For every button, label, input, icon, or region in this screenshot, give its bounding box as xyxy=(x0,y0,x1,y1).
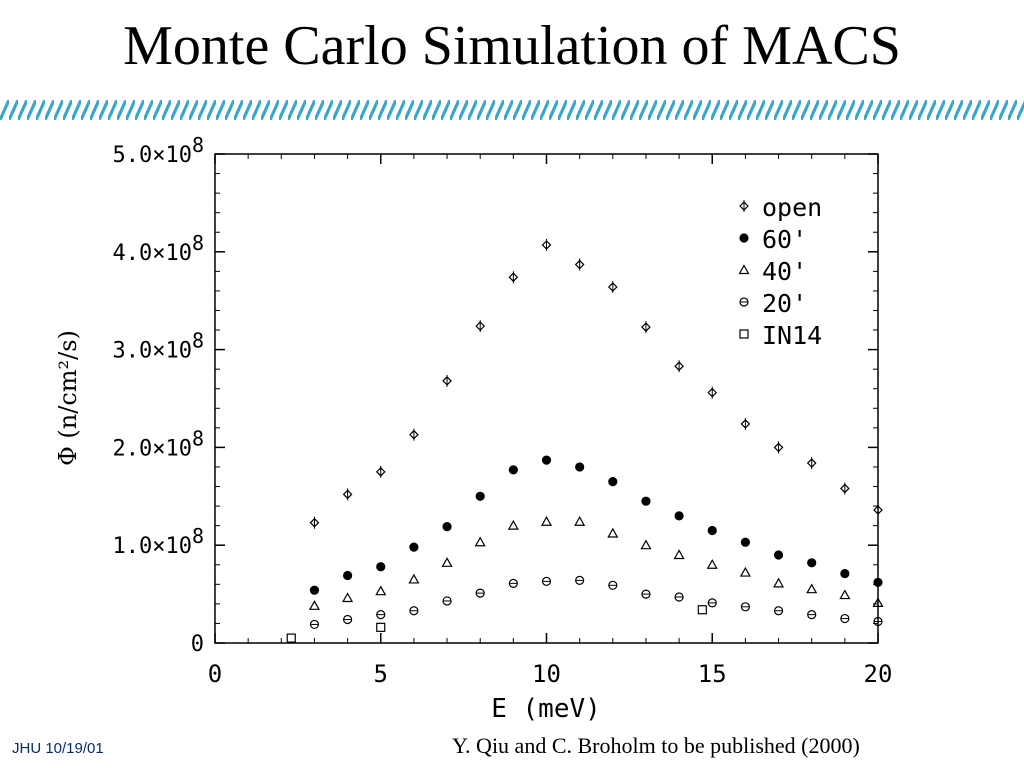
data-point xyxy=(807,558,817,568)
data-point xyxy=(342,592,354,603)
legend-marker xyxy=(739,233,749,243)
data-point xyxy=(575,462,585,472)
data-point xyxy=(872,597,884,608)
data-point xyxy=(507,519,519,530)
y-axis-label: Φ (n/cm²/s) xyxy=(54,330,82,466)
x-tick-label: 20 xyxy=(864,660,893,688)
data-point xyxy=(640,539,652,550)
series-2 xyxy=(308,516,884,610)
data-point xyxy=(376,562,386,572)
legend-marker xyxy=(738,264,750,275)
data-point xyxy=(739,566,751,577)
slide-title: Monte Carlo Simulation of MACS xyxy=(123,15,901,77)
data-point xyxy=(707,525,717,536)
data-point xyxy=(343,570,353,581)
x-axis-label: E (meV) xyxy=(491,694,601,724)
data-point xyxy=(540,516,553,526)
title-divider-stripe xyxy=(0,100,1024,120)
data-point xyxy=(706,559,718,569)
data-point xyxy=(641,496,651,506)
data-point xyxy=(806,583,818,594)
y-tick-label: 3.0×108 xyxy=(112,329,204,364)
data-point xyxy=(474,536,486,547)
data-point xyxy=(308,600,320,610)
x-axis-ticks: 0 5 10 15 20 xyxy=(208,154,893,688)
legend-marker xyxy=(739,329,749,339)
y-tick-label: 2.0×108 xyxy=(112,426,204,461)
legend-label: 40' xyxy=(762,257,807,286)
data-point xyxy=(376,622,386,632)
data-point xyxy=(508,465,518,475)
data-point xyxy=(408,573,420,584)
data-point xyxy=(286,633,296,643)
data-point xyxy=(674,511,684,521)
x-tick-label: 15 xyxy=(698,660,727,688)
series-0 xyxy=(309,238,883,529)
legend-label: open xyxy=(762,193,822,222)
data-point xyxy=(673,549,685,560)
data-point xyxy=(697,605,707,615)
legend-label: IN14 xyxy=(762,321,822,350)
y-tick-label: 5.0×108 xyxy=(112,133,204,168)
legend-label: 20' xyxy=(762,289,807,318)
series-4 xyxy=(286,605,707,643)
data-point xyxy=(839,589,851,600)
data-point xyxy=(375,585,387,596)
data-point xyxy=(873,577,883,587)
y-tick-label: 1.0×108 xyxy=(112,524,204,559)
data-point xyxy=(607,527,619,538)
data-points xyxy=(286,238,884,643)
data-point xyxy=(608,477,618,487)
y-tick-label: 0 xyxy=(191,632,204,657)
y-axis-ticks: 0 1.0×108 2.0×108 3.0×108 4.0×108 5.0×108 xyxy=(112,133,878,657)
data-point xyxy=(773,550,784,560)
legend: open 60' 40' 20' IN14 xyxy=(738,193,822,350)
series-3 xyxy=(309,575,883,630)
x-tick-label: 5 xyxy=(374,660,388,688)
data-point xyxy=(773,577,785,588)
data-point xyxy=(442,522,452,532)
x-tick-label: 10 xyxy=(532,660,561,688)
data-point xyxy=(574,516,586,526)
data-point xyxy=(409,542,419,552)
y-tick-label: 4.0×108 xyxy=(112,231,204,266)
flux-chart: 0 5 10 15 20 0 1.0×108 2.0×108 3.0×108 4.0×108 5.… xyxy=(54,133,893,724)
data-point xyxy=(541,455,552,465)
data-point xyxy=(309,585,320,595)
data-point xyxy=(740,537,751,547)
series-1 xyxy=(309,455,883,595)
data-point xyxy=(441,557,453,567)
footer-date: JHU 10/19/01 xyxy=(12,740,104,757)
data-point xyxy=(475,491,485,501)
legend-label: 60' xyxy=(762,225,807,254)
x-tick-label: 0 xyxy=(208,660,222,688)
citation: Y. Qiu and C. Broholm to be published (2… xyxy=(452,733,860,758)
data-point xyxy=(840,568,850,579)
